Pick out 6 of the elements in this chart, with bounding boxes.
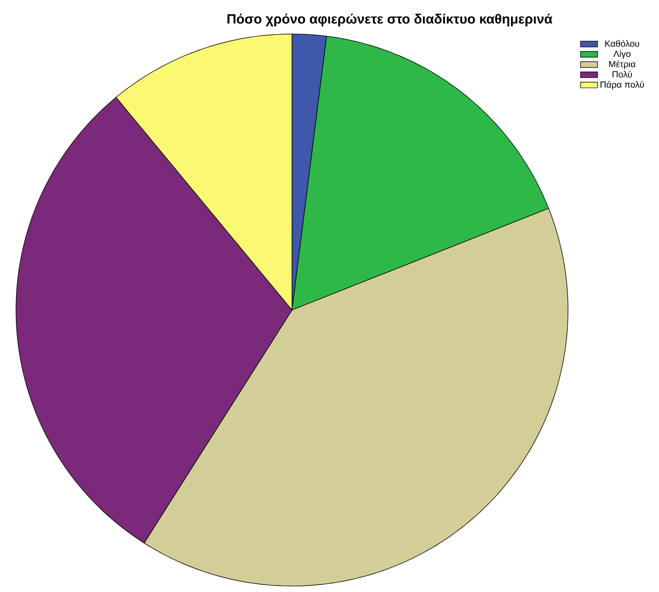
legend-label: Μέτρια <box>609 60 636 70</box>
legend-label: Πάρα πολύ <box>600 80 644 90</box>
chart-title: Πόσο χρόνο αφιερώνετε στο διαδίκτυο καθημερινά <box>228 14 552 26</box>
legend-label: Καθόλου <box>605 40 640 47</box>
legend-label: Λίγο <box>613 50 630 59</box>
legend-label: Πολύ <box>612 70 632 78</box>
